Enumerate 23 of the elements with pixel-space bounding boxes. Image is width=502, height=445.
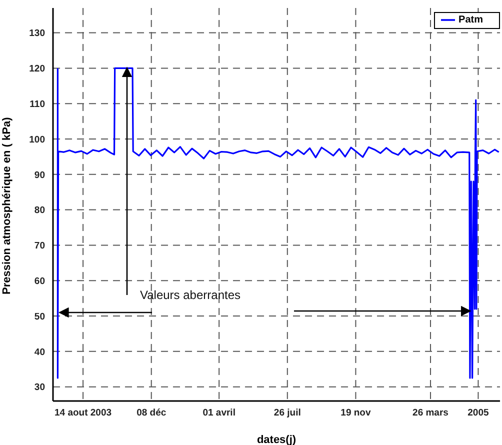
x-tick-label: 2005 — [468, 408, 490, 419]
legend-label: Patm — [458, 14, 483, 26]
x-tick-label: 08 déc — [136, 408, 166, 419]
y-tick-label: 70 — [34, 240, 45, 252]
y-tick-label: 80 — [34, 205, 45, 216]
x-tick-label: 26 juil — [274, 408, 301, 419]
x-tick-label: 14 aout 2003 — [54, 408, 112, 419]
y-tick-label: 100 — [29, 134, 45, 146]
y-tick-label: 130 — [29, 28, 45, 40]
y-tick-label: 40 — [34, 346, 45, 358]
y-tick-label: 60 — [34, 276, 45, 287]
y-tick-label: 110 — [30, 98, 45, 110]
x-tick-label: 19 nov — [340, 408, 372, 419]
x-tick-label: 26 mars — [412, 408, 448, 419]
y-tick-label: 50 — [34, 311, 45, 322]
y-axis-title: Pression atmosphérique en ( kPa) — [0, 116, 13, 294]
x-tick-label: 01 avril — [202, 408, 236, 419]
y-tick-label: 90 — [34, 170, 45, 181]
y-tick-label: 30 — [34, 382, 45, 394]
x-axis-title: dates(j) — [256, 434, 296, 445]
line-series — [56, 67, 500, 379]
annotation: Valeurs aberrantes — [140, 288, 240, 302]
y-tick-label: 120 — [29, 64, 45, 75]
